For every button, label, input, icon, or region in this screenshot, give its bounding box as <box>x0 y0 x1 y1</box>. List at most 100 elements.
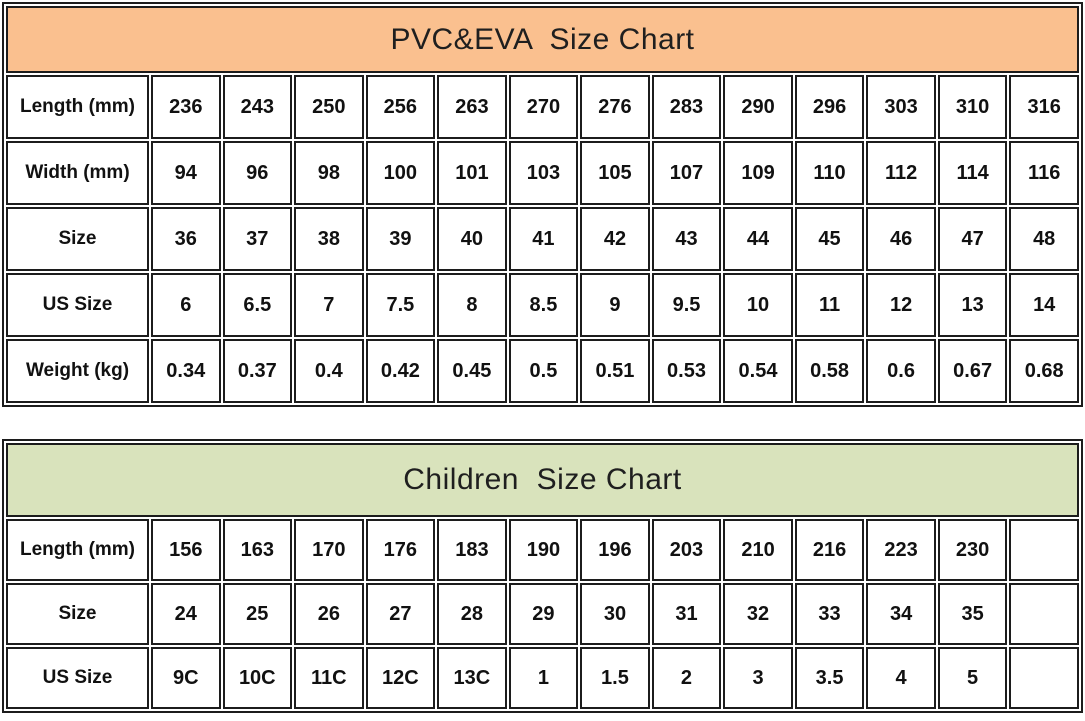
data-cell: 9.5 <box>651 273 722 337</box>
data-cell: 12 <box>866 273 936 337</box>
data-cell: 0.67 <box>937 339 1008 403</box>
data-cell: 27 <box>365 583 436 645</box>
row-label: Length (mm) <box>6 519 149 581</box>
data-cell: 296 <box>794 75 865 139</box>
data-cell: 290 <box>723 75 793 139</box>
data-cell: 30 <box>580 583 650 645</box>
data-cell: 0.54 <box>723 339 793 403</box>
data-cell: 26 <box>294 583 364 645</box>
data-cell: 316 <box>1009 75 1079 139</box>
data-cell: 103 <box>508 141 579 205</box>
data-cell: 32 <box>723 583 793 645</box>
chart-title-row: Children Size Chart <box>6 443 1079 517</box>
data-cell: 109 <box>723 141 793 205</box>
data-cell: 230 <box>937 519 1008 581</box>
data-cell: 6.5 <box>222 273 293 337</box>
data-cell: 210 <box>723 519 793 581</box>
data-cell <box>1009 647 1079 709</box>
data-cell: 44 <box>723 207 793 271</box>
data-cell: 48 <box>1009 207 1079 271</box>
data-cell: 270 <box>508 75 579 139</box>
data-cell: 11C <box>294 647 364 709</box>
data-cell: 170 <box>294 519 364 581</box>
table-row: US Size 9C 10C 11C 12C 13C 1 1.5 2 3 3.5 4 5 <box>6 647 1079 709</box>
chart-title-row: PVC&EVA Size Chart <box>6 6 1079 73</box>
data-cell: 0.51 <box>580 339 650 403</box>
data-cell: 276 <box>580 75 650 139</box>
row-label: Width (mm) <box>6 141 149 205</box>
data-cell: 5 <box>937 647 1008 709</box>
data-cell: 156 <box>151 519 221 581</box>
data-cell <box>1009 519 1079 581</box>
row-label: US Size <box>6 647 149 709</box>
data-cell: 13 <box>937 273 1008 337</box>
data-cell: 105 <box>580 141 650 205</box>
data-cell: 47 <box>937 207 1008 271</box>
data-cell: 96 <box>222 141 293 205</box>
data-cell: 243 <box>222 75 293 139</box>
children-chart-title: Children Size Chart <box>6 443 1079 517</box>
data-cell: 116 <box>1009 141 1079 205</box>
data-cell: 41 <box>508 207 579 271</box>
data-cell: 14 <box>1009 273 1079 337</box>
data-cell: 310 <box>937 75 1008 139</box>
data-cell: 114 <box>937 141 1008 205</box>
data-cell: 46 <box>866 207 936 271</box>
data-cell: 25 <box>222 583 293 645</box>
data-cell: 94 <box>151 141 221 205</box>
data-cell: 283 <box>651 75 722 139</box>
data-cell: 3 <box>723 647 793 709</box>
data-cell: 33 <box>794 583 865 645</box>
data-cell: 7.5 <box>365 273 436 337</box>
data-cell: 36 <box>151 207 221 271</box>
data-cell: 39 <box>365 207 436 271</box>
data-cell: 303 <box>866 75 936 139</box>
table-row: Length (mm) 156 163 170 176 183 190 196 203 210 21… <box>6 519 1079 581</box>
data-cell: 31 <box>651 583 722 645</box>
children-size-chart-table: Children Size Chart Length (mm) 156 163 170… <box>2 439 1083 713</box>
data-cell: 24 <box>151 583 221 645</box>
row-label: Size <box>6 207 149 271</box>
data-cell: 34 <box>866 583 936 645</box>
table-row: Weight (kg) 0.34 0.37 0.4 0.42 0.45 0.5 0.51 0.5… <box>6 339 1079 403</box>
data-cell: 40 <box>437 207 507 271</box>
row-label: US Size <box>6 273 149 337</box>
data-cell: 2 <box>651 647 722 709</box>
table-row: Size 24 25 26 27 28 29 30 31 32 33 34 35 <box>6 583 1079 645</box>
data-cell: 12C <box>365 647 436 709</box>
data-cell: 10C <box>222 647 293 709</box>
data-cell: 0.6 <box>866 339 936 403</box>
row-label: Size <box>6 583 149 645</box>
data-cell: 6 <box>151 273 221 337</box>
data-cell: 216 <box>794 519 865 581</box>
data-cell: 42 <box>580 207 650 271</box>
data-cell: 0.53 <box>651 339 722 403</box>
data-cell: 11 <box>794 273 865 337</box>
table-row: Length (mm) 236 243 250 256 263 270 276 283 290 29… <box>6 75 1079 139</box>
data-cell: 112 <box>866 141 936 205</box>
data-cell: 190 <box>508 519 579 581</box>
data-cell: 0.45 <box>437 339 507 403</box>
data-cell: 0.5 <box>508 339 579 403</box>
data-cell: 250 <box>294 75 364 139</box>
data-cell: 0.68 <box>1009 339 1079 403</box>
data-cell: 1.5 <box>580 647 650 709</box>
data-cell: 8.5 <box>508 273 579 337</box>
table-row: US Size 6 6.5 7 7.5 8 8.5 9 9.5 10 11 12 13 14 <box>6 273 1079 337</box>
data-cell: 7 <box>294 273 364 337</box>
data-cell: 110 <box>794 141 865 205</box>
data-cell: 45 <box>794 207 865 271</box>
data-cell: 9C <box>151 647 221 709</box>
data-cell: 35 <box>937 583 1008 645</box>
data-cell: 9 <box>580 273 650 337</box>
data-cell: 0.42 <box>365 339 436 403</box>
data-cell: 0.58 <box>794 339 865 403</box>
data-cell: 163 <box>222 519 293 581</box>
data-cell: 263 <box>437 75 507 139</box>
data-cell: 183 <box>437 519 507 581</box>
data-cell: 196 <box>580 519 650 581</box>
table-row: Width (mm) 94 96 98 100 101 103 105 107 109 110 112… <box>6 141 1079 205</box>
data-cell: 101 <box>437 141 507 205</box>
data-cell: 3.5 <box>794 647 865 709</box>
data-cell: 107 <box>651 141 722 205</box>
